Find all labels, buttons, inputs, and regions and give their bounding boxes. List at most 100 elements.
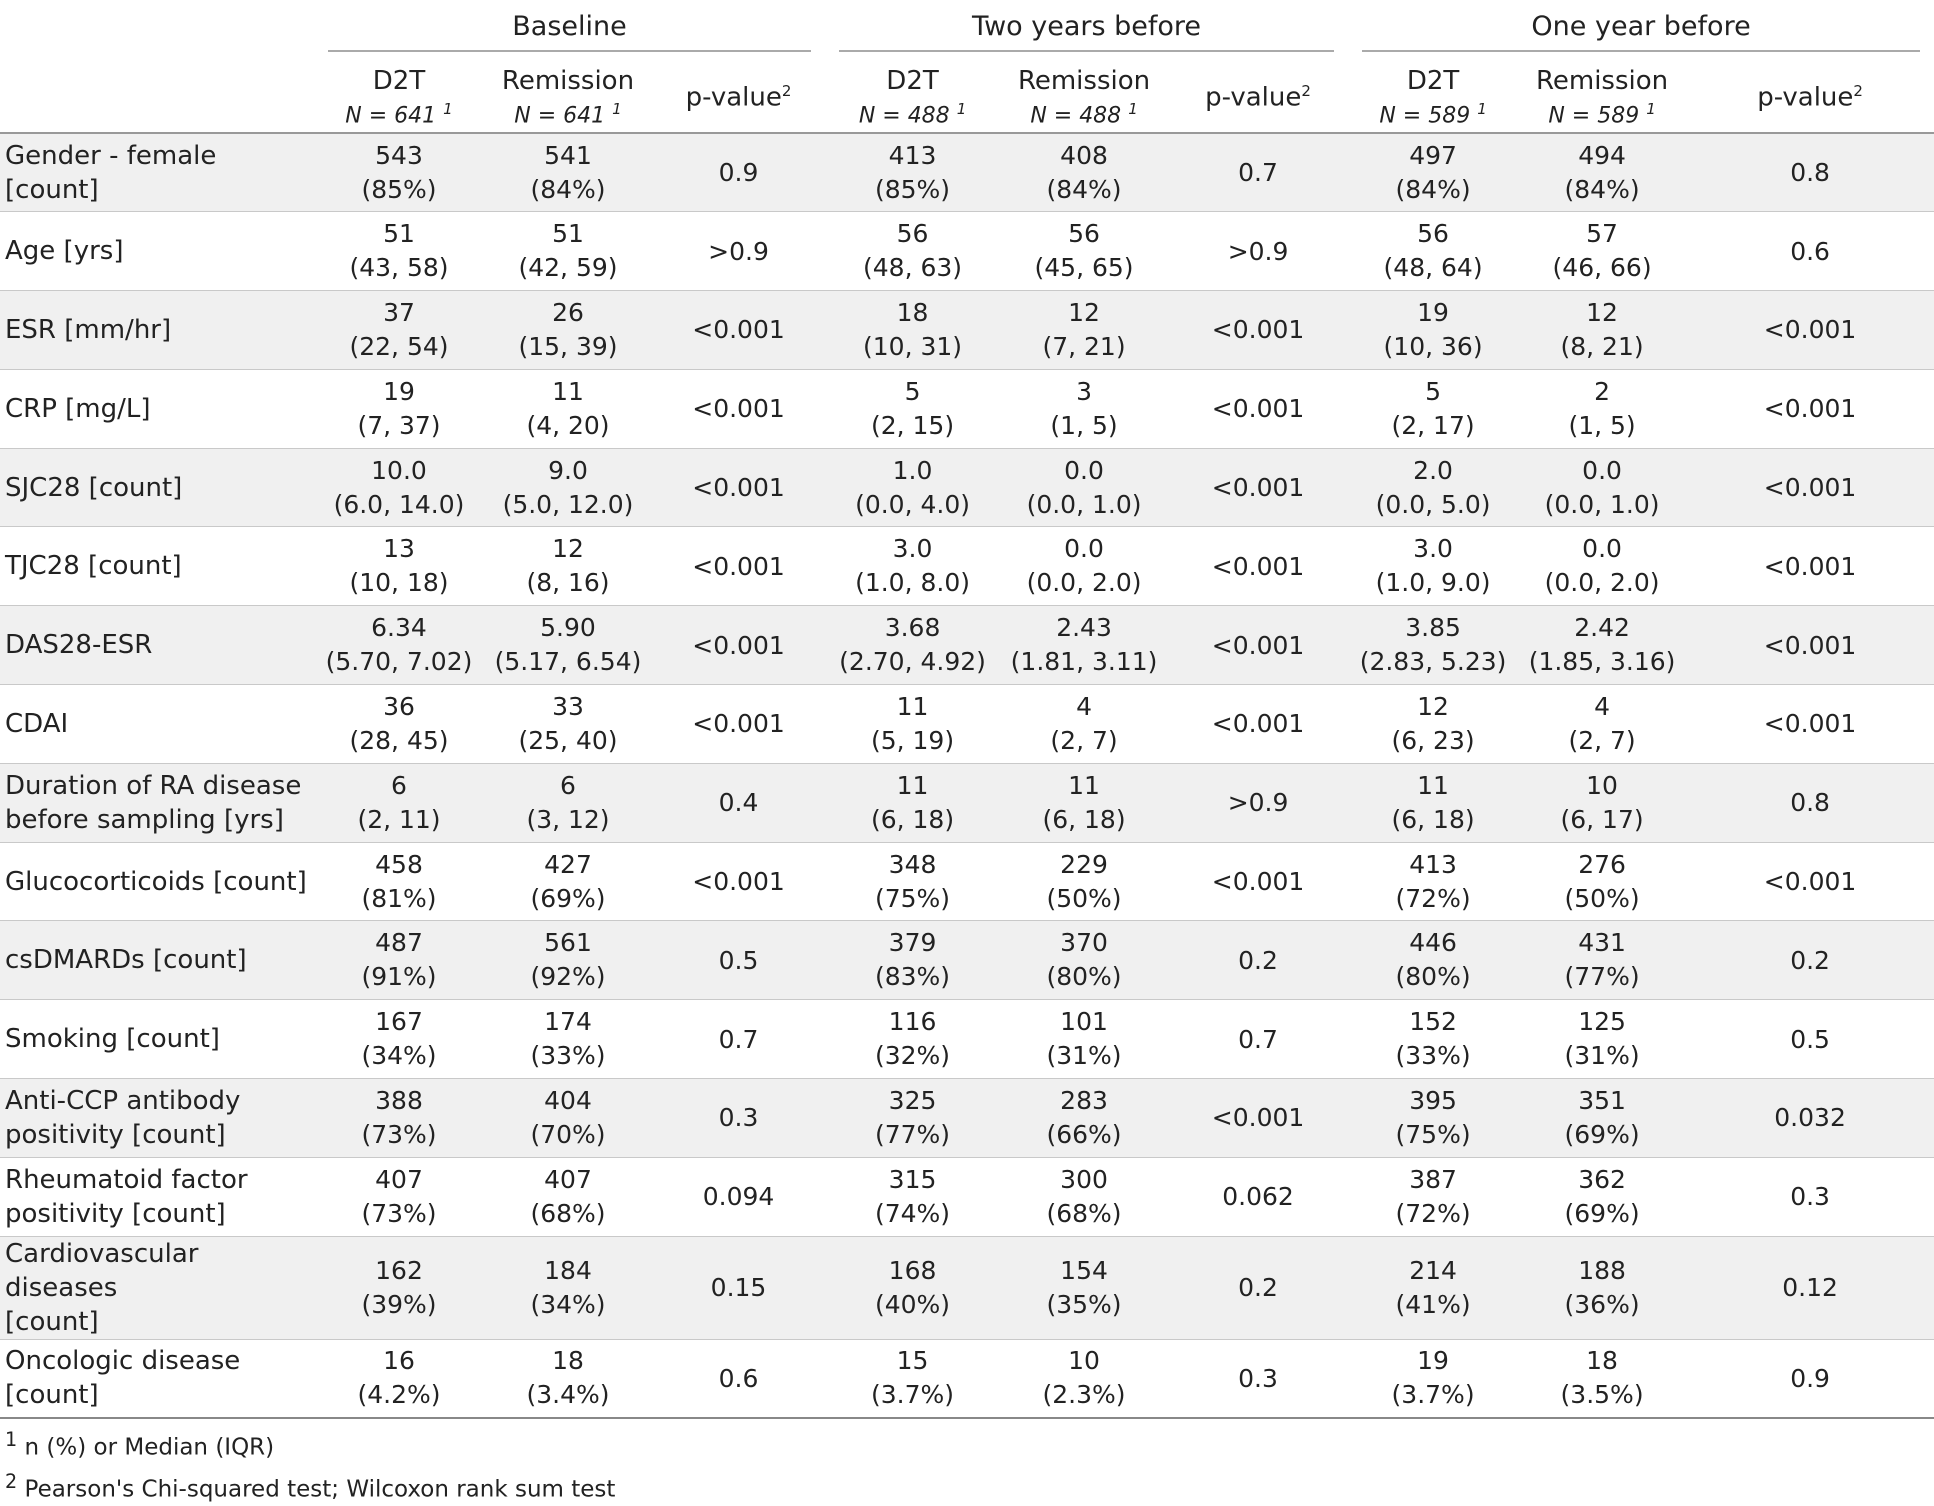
value-cell: 12 (8, 16) xyxy=(484,526,652,607)
value-cell: 413 (85%) xyxy=(825,133,1001,213)
value-cell: 0.0 (0.0, 2.0) xyxy=(1000,526,1169,607)
value-cell: 6 (2, 11) xyxy=(314,763,484,843)
row-label: Glucocorticoids [count] xyxy=(0,842,314,922)
p-value-cell: 0.4 xyxy=(652,763,826,843)
value-cell: 2.43 (1.81, 3.11) xyxy=(1000,605,1169,686)
value-cell: 101 (31%) xyxy=(1000,999,1169,1080)
row-label: Cardiovascular diseases [count] xyxy=(0,1236,314,1340)
value-cell: 162 (39%) xyxy=(314,1236,484,1340)
p-value-cell: <0.001 xyxy=(1686,842,1934,922)
value-cell: 6.34 (5.70, 7.02) xyxy=(314,605,484,686)
p-value-cell: 0.032 xyxy=(1686,1078,1934,1158)
row-label: Rheumatoid factor positivity [count] xyxy=(0,1157,314,1237)
p-value-cell: 0.3 xyxy=(1168,1339,1349,1419)
p-value-cell: 0.2 xyxy=(1168,920,1349,1001)
p-value-cell: 0.3 xyxy=(1686,1157,1934,1237)
footnotes: 1 n (%) or Median (IQR) 2 Pearson's Chi-s… xyxy=(0,1423,1934,1506)
value-cell: 3 (1, 5) xyxy=(1000,369,1169,449)
p-value-cell: 0.9 xyxy=(652,133,826,213)
value-cell: 26 (15, 39) xyxy=(484,290,652,370)
p-value-cell: 0.8 xyxy=(1686,133,1934,213)
value-cell: 184 (34%) xyxy=(484,1236,652,1340)
value-cell: 214 (41%) xyxy=(1348,1236,1519,1340)
value-cell: 6 (3, 12) xyxy=(484,763,652,843)
value-cell: 387 (72%) xyxy=(1348,1157,1519,1237)
p-value-cell: <0.001 xyxy=(1686,526,1934,607)
value-cell: 0.0 (0.0, 1.0) xyxy=(1518,448,1687,528)
table-row: csDMARDs [count] 487 (91%) 561 (92%) 0.5 379 (8… xyxy=(0,920,1934,1001)
p-value-cell: <0.001 xyxy=(652,369,826,449)
table-row: Age [yrs] 51 (43, 58) 51 (42, 59) >0.9 56 (48, … xyxy=(0,211,1934,292)
p-value-cell: >0.9 xyxy=(1168,211,1349,292)
p-value-cell: 0.062 xyxy=(1168,1157,1349,1237)
value-cell: 300 (68%) xyxy=(1000,1157,1169,1237)
p-value-cell: >0.9 xyxy=(652,211,826,292)
value-cell: 51 (43, 58) xyxy=(314,211,484,292)
value-cell: 37 (22, 54) xyxy=(314,290,484,370)
value-cell: 56 (48, 63) xyxy=(825,211,1001,292)
value-cell: 541 (84%) xyxy=(484,133,652,213)
value-cell: 458 (81%) xyxy=(314,842,484,922)
value-cell: 10.0 (6.0, 14.0) xyxy=(314,448,484,528)
p-value-cell: >0.9 xyxy=(1168,763,1349,843)
table-row: Anti-CCP antibody positivity [count] 388 (7… xyxy=(0,1078,1934,1158)
p-value-cell: 0.094 xyxy=(652,1157,826,1237)
column-header-row: D2T N = 641 1 Remission N = 641 1 p-value2 D2… xyxy=(0,62,1934,134)
footnote: 1 n (%) or Median (IQR) xyxy=(5,1427,275,1461)
p-value-cell: <0.001 xyxy=(1686,448,1934,528)
value-cell: 18 (3.4%) xyxy=(484,1339,652,1419)
row-label: DAS28-ESR xyxy=(0,605,314,686)
column-header-d2t: D2T N = 641 1 xyxy=(314,62,484,134)
characteristics-table: Baseline Two years before One year befor… xyxy=(0,0,1934,1419)
table-row: Smoking [count] 167 (34%) 174 (33%) 0.7 116 (32… xyxy=(0,999,1934,1080)
value-cell: 276 (50%) xyxy=(1518,842,1687,922)
value-cell: 16 (4.2%) xyxy=(314,1339,484,1419)
column-header-p-value: p-value2 xyxy=(652,62,826,134)
row-label: csDMARDs [count] xyxy=(0,920,314,1001)
value-cell: 19 (7, 37) xyxy=(314,369,484,449)
p-value-cell: 0.12 xyxy=(1686,1236,1934,1340)
value-cell: 494 (84%) xyxy=(1518,133,1687,213)
value-cell: 13 (10, 18) xyxy=(314,526,484,607)
value-cell: 116 (32%) xyxy=(825,999,1001,1080)
table-row: Oncologic disease [count] 16 (4.2%) 18 (3.4%… xyxy=(0,1339,1934,1419)
value-cell: 19 (10, 36) xyxy=(1348,290,1519,370)
row-label: TJC28 [count] xyxy=(0,526,314,607)
value-cell: 229 (50%) xyxy=(1000,842,1169,922)
value-cell: 2.0 (0.0, 5.0) xyxy=(1348,448,1519,528)
sample-size: N = 589 1 xyxy=(1379,99,1487,129)
p-value-cell: <0.001 xyxy=(1168,605,1349,686)
value-cell: 18 (3.5%) xyxy=(1518,1339,1687,1419)
p-value-cell: 0.2 xyxy=(1168,1236,1349,1340)
table-row: SJC28 [count] 10.0 (6.0, 14.0) 9.0 (5.0, 12.… xyxy=(0,448,1934,528)
value-cell: 1.0 (0.0, 4.0) xyxy=(825,448,1001,528)
value-cell: 154 (35%) xyxy=(1000,1236,1169,1340)
table-row: Glucocorticoids [count] 458 (81%) 427 (69%) <… xyxy=(0,842,1934,922)
row-label: CDAI xyxy=(0,684,314,764)
group-header-row: Baseline Two years before One year befor… xyxy=(0,0,1934,62)
table-row: ESR [mm/hr] 37 (22, 54) 26 (15, 39) <0.001 18(… xyxy=(0,290,1934,370)
value-cell: 413 (72%) xyxy=(1348,842,1519,922)
value-cell: 4 (2, 7) xyxy=(1518,684,1687,764)
value-cell: 431 (77%) xyxy=(1518,920,1687,1001)
p-value-cell: <0.001 xyxy=(1168,290,1349,370)
p-value-cell: <0.001 xyxy=(1168,369,1349,449)
value-cell: 15 (3.7%) xyxy=(825,1339,1001,1419)
value-cell: 362 (69%) xyxy=(1518,1157,1687,1237)
p-value-cell: 0.5 xyxy=(652,920,826,1001)
value-cell: 168 (40%) xyxy=(825,1236,1001,1340)
p-value-cell: <0.001 xyxy=(1168,1078,1349,1158)
value-cell: 11 (4, 20) xyxy=(484,369,652,449)
p-value-cell: 0.8 xyxy=(1686,763,1934,843)
value-cell: 2 (1, 5) xyxy=(1518,369,1687,449)
value-cell: 5.90 (5.17, 6.54) xyxy=(484,605,652,686)
p-value-cell: <0.001 xyxy=(1168,842,1349,922)
value-cell: 497 (84%) xyxy=(1348,133,1519,213)
p-value-cell: <0.001 xyxy=(652,448,826,528)
value-cell: 404 (70%) xyxy=(484,1078,652,1158)
value-cell: 12 (7, 21) xyxy=(1000,290,1169,370)
value-cell: 11 (5, 19) xyxy=(825,684,1001,764)
row-label: Duration of RA disease before sampling [y… xyxy=(0,763,314,843)
p-value-cell: 0.9 xyxy=(1686,1339,1934,1419)
row-label: SJC28 [count] xyxy=(0,448,314,528)
